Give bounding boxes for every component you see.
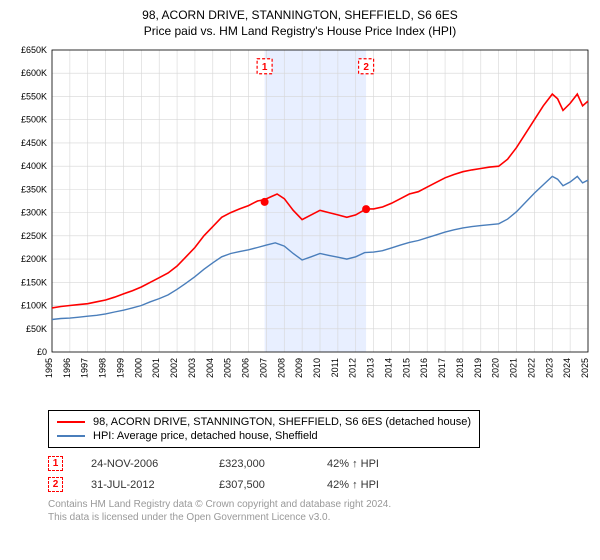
- footer-attribution: Contains HM Land Registry data © Crown c…: [48, 498, 592, 524]
- chart-area: £0 £50K £100K £150K £200K £250K £300K £350K £400…: [8, 44, 592, 404]
- svg-text:2025: 2025: [580, 358, 590, 378]
- svg-text:£250K: £250K: [21, 231, 47, 241]
- svg-text:2001: 2001: [151, 358, 161, 378]
- svg-text:£650K: £650K: [21, 45, 47, 55]
- svg-text:2019: 2019: [473, 358, 483, 378]
- svg-text:1999: 1999: [115, 358, 125, 378]
- svg-text:2007: 2007: [258, 358, 268, 378]
- svg-text:2005: 2005: [223, 358, 233, 378]
- svg-text:2018: 2018: [455, 358, 465, 378]
- svg-text:2002: 2002: [169, 358, 179, 378]
- legend-swatch-hpi: [57, 435, 85, 437]
- svg-text:2020: 2020: [491, 358, 501, 378]
- svg-text:2006: 2006: [241, 358, 251, 378]
- legend-label: 98, ACORN DRIVE, STANNINGTON, SHEFFIELD,…: [93, 416, 471, 428]
- svg-text:£300K: £300K: [21, 208, 47, 218]
- legend-label: HPI: Average price, detached house, Shef…: [93, 430, 318, 442]
- sale-marker-icon: 1: [48, 456, 63, 471]
- footer-line: Contains HM Land Registry data © Crown c…: [48, 498, 592, 511]
- sale-row: 1 24-NOV-2006 £323,000 42% ↑ HPI: [48, 456, 592, 471]
- chart-title-line2: Price paid vs. HM Land Registry's House …: [8, 24, 592, 38]
- svg-text:£450K: £450K: [21, 138, 47, 148]
- legend-row: 98, ACORN DRIVE, STANNINGTON, SHEFFIELD,…: [57, 415, 471, 429]
- svg-text:2024: 2024: [562, 358, 572, 378]
- svg-text:1995: 1995: [44, 358, 54, 378]
- sale-price: £323,000: [219, 458, 299, 470]
- sale-date: 24-NOV-2006: [91, 458, 191, 470]
- svg-text:1: 1: [262, 62, 268, 73]
- chart-title-block: 98, ACORN DRIVE, STANNINGTON, SHEFFIELD,…: [8, 8, 592, 38]
- svg-text:1997: 1997: [80, 358, 90, 378]
- sale-price: £307,500: [219, 479, 299, 491]
- svg-text:£500K: £500K: [21, 115, 47, 125]
- chart-title-line1: 98, ACORN DRIVE, STANNINGTON, SHEFFIELD,…: [8, 8, 592, 22]
- svg-text:2000: 2000: [133, 358, 143, 378]
- svg-text:2022: 2022: [526, 358, 536, 378]
- svg-text:2: 2: [363, 62, 369, 73]
- sale-delta: 42% ↑ HPI: [327, 458, 417, 470]
- svg-text:£0: £0: [37, 347, 47, 357]
- svg-text:2004: 2004: [205, 358, 215, 378]
- svg-text:2021: 2021: [509, 358, 519, 378]
- svg-text:2003: 2003: [187, 358, 197, 378]
- svg-text:2010: 2010: [312, 358, 322, 378]
- sale-marker-icon: 2: [48, 477, 63, 492]
- svg-text:1996: 1996: [62, 358, 72, 378]
- svg-text:2016: 2016: [419, 358, 429, 378]
- svg-text:2015: 2015: [401, 358, 411, 378]
- price-chart-svg: £0 £50K £100K £150K £200K £250K £300K £350K £400…: [8, 44, 592, 404]
- svg-text:2011: 2011: [330, 358, 340, 377]
- svg-text:£150K: £150K: [21, 277, 47, 287]
- svg-text:£200K: £200K: [21, 254, 47, 264]
- sales-table: 1 24-NOV-2006 £323,000 42% ↑ HPI 2 31-JU…: [48, 456, 592, 492]
- svg-text:£350K: £350K: [21, 184, 47, 194]
- svg-text:£400K: £400K: [21, 161, 47, 171]
- svg-text:£100K: £100K: [21, 301, 47, 311]
- svg-text:2008: 2008: [276, 358, 286, 378]
- svg-text:2013: 2013: [366, 358, 376, 378]
- svg-text:£550K: £550K: [21, 91, 47, 101]
- svg-text:£50K: £50K: [26, 324, 47, 334]
- legend-row: HPI: Average price, detached house, Shef…: [57, 429, 471, 443]
- svg-text:2014: 2014: [383, 358, 393, 378]
- svg-text:1998: 1998: [98, 358, 108, 378]
- footer-line: This data is licensed under the Open Gov…: [48, 511, 592, 524]
- svg-text:2017: 2017: [437, 358, 447, 378]
- svg-text:2023: 2023: [544, 358, 554, 378]
- svg-text:£600K: £600K: [21, 68, 47, 78]
- svg-text:2009: 2009: [294, 358, 304, 378]
- sale-delta: 42% ↑ HPI: [327, 479, 417, 491]
- legend: 98, ACORN DRIVE, STANNINGTON, SHEFFIELD,…: [48, 410, 480, 448]
- sale-row: 2 31-JUL-2012 £307,500 42% ↑ HPI: [48, 477, 592, 492]
- legend-swatch-property: [57, 421, 85, 423]
- sale-date: 31-JUL-2012: [91, 479, 191, 491]
- svg-text:2012: 2012: [348, 358, 358, 378]
